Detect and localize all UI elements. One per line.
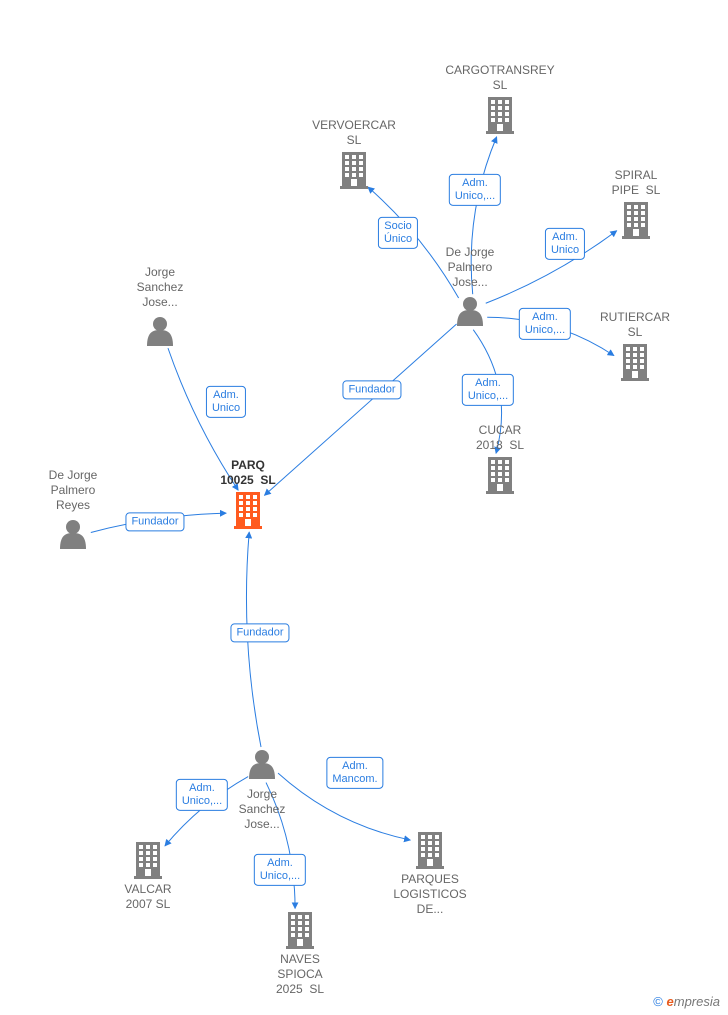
edge: [278, 773, 410, 840]
edge: [471, 137, 497, 294]
edge: [165, 777, 248, 846]
building-icon[interactable]: [286, 912, 314, 949]
edge: [264, 324, 456, 495]
edge: [91, 513, 226, 532]
building-icon[interactable]: [416, 832, 444, 869]
person-icon[interactable]: [147, 317, 173, 346]
person-icon[interactable]: [457, 297, 483, 326]
edge: [266, 783, 295, 909]
person-icon[interactable]: [249, 750, 275, 779]
building-icon[interactable]: [134, 842, 162, 879]
center-building-icon[interactable]: [234, 492, 262, 529]
person-icon[interactable]: [60, 520, 86, 549]
footer-credit: © empresia: [653, 994, 720, 1009]
edge: [487, 317, 614, 355]
building-icon[interactable]: [340, 152, 368, 189]
edge: [486, 231, 617, 304]
edge: [473, 330, 501, 454]
brand-rest: mpresia: [674, 994, 720, 1009]
building-icon[interactable]: [486, 457, 514, 494]
building-icon[interactable]: [486, 97, 514, 134]
edge: [168, 348, 238, 490]
edge: [246, 532, 261, 747]
copyright-symbol: ©: [653, 994, 663, 1009]
brand-initial: e: [667, 994, 674, 1009]
building-icon[interactable]: [621, 344, 649, 381]
diagram-canvas: [0, 0, 728, 1015]
edge: [368, 187, 459, 298]
building-icon[interactable]: [622, 202, 650, 239]
